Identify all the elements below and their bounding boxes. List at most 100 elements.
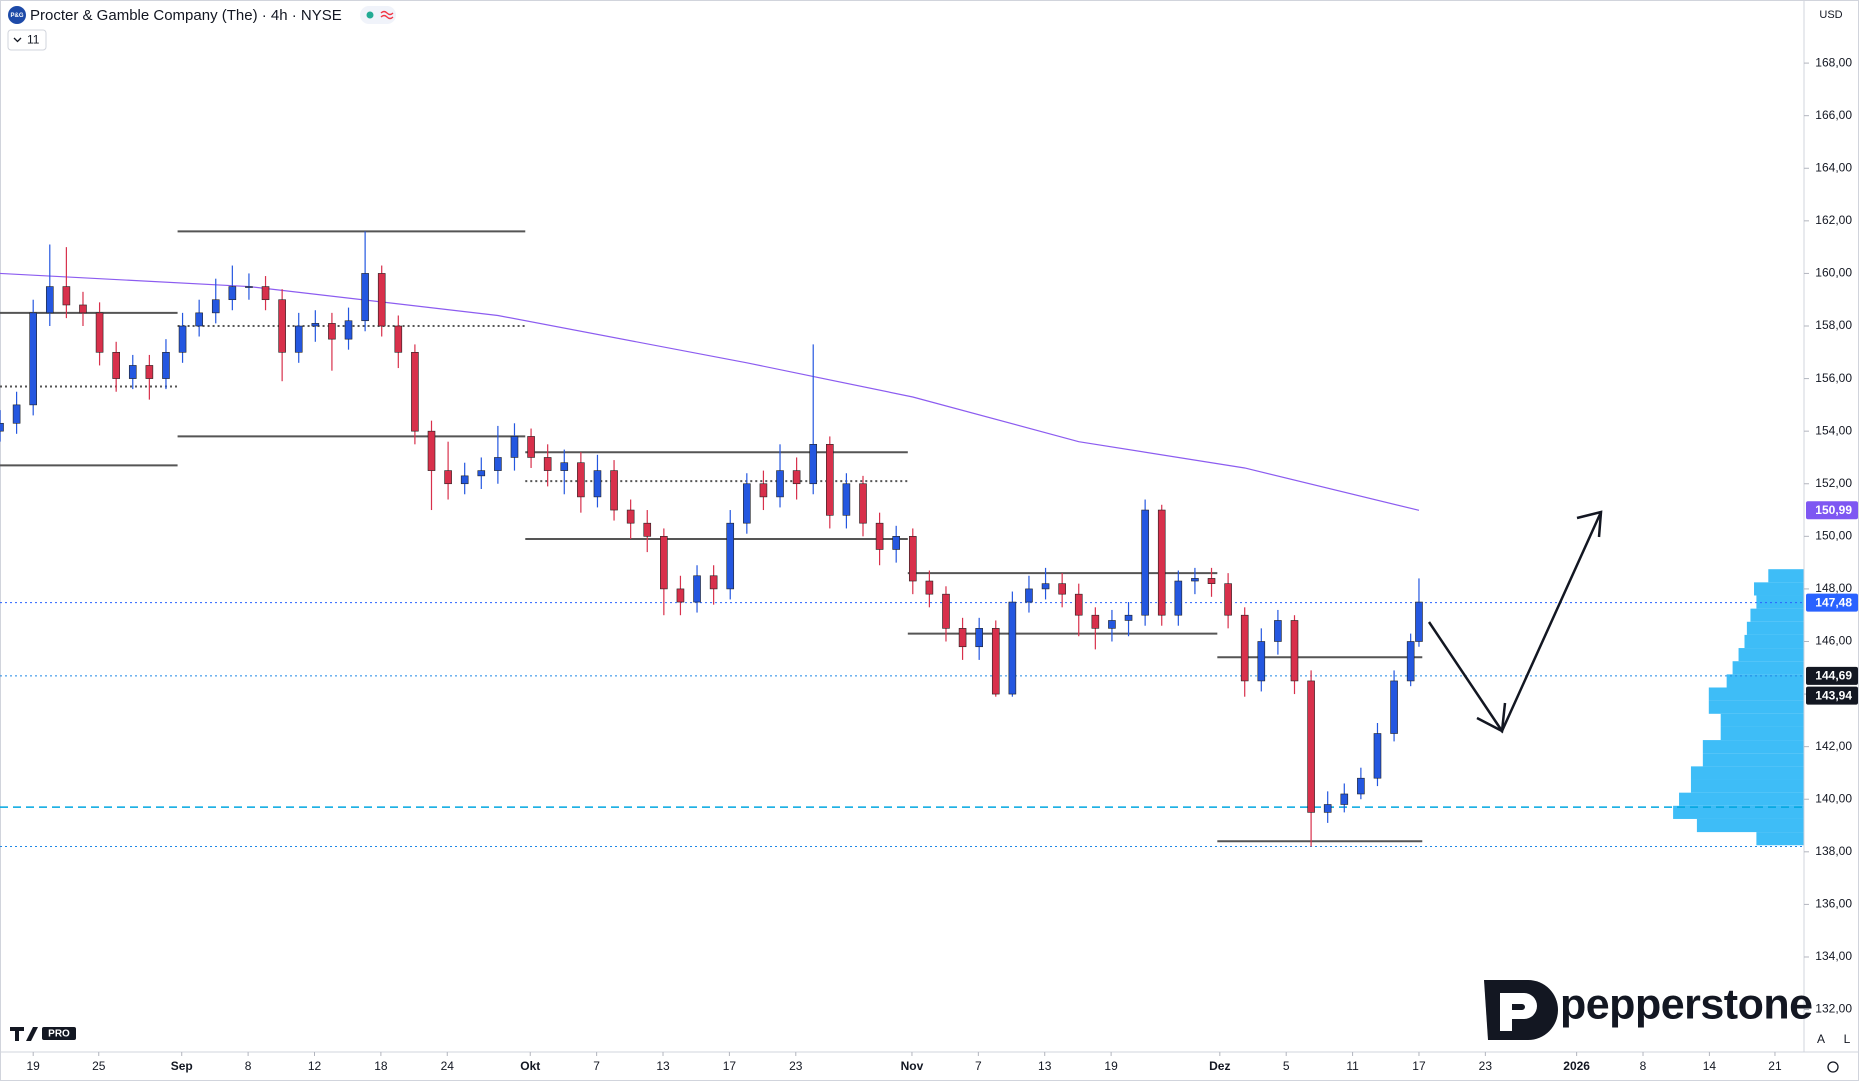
candle-body: [228, 286, 237, 301]
volume-profile-bar: [1708, 687, 1804, 701]
log-scale-button[interactable]: L: [1844, 1032, 1851, 1046]
pro-text: PRO: [48, 1029, 70, 1040]
auto-scale-button[interactable]: A: [1817, 1032, 1825, 1046]
x-tick-label: 14: [1703, 1059, 1717, 1073]
x-tick-label: 18: [374, 1059, 388, 1073]
volume-profile-bar: [1708, 700, 1804, 714]
x-tick-label: 7: [593, 1059, 600, 1073]
y-tick-label: 132,00: [1815, 1002, 1852, 1016]
candle-body: [1191, 578, 1199, 582]
candle-body: [128, 365, 137, 379]
volume-profile-bar: [1720, 726, 1804, 741]
axes: 132,00 134,00 136,00 138,00 140,00 142,00 144,…: [27, 55, 1858, 1073]
candle-body: [925, 580, 934, 595]
candle-body: [29, 312, 37, 406]
brand-name: pepperstone: [1560, 980, 1813, 1028]
x-tick-label: 25: [92, 1059, 106, 1073]
arrow-head: [1576, 510, 1603, 538]
pepperstone-logo: pepperstone: [1484, 980, 1813, 1040]
candle-body: [908, 536, 917, 582]
candle-body: [162, 351, 170, 379]
volume-profile-bar: [1702, 753, 1804, 767]
x-tick-label: 23: [1479, 1059, 1493, 1073]
plot-area: [0, 230, 1804, 848]
y-tick-label: 164,00: [1815, 160, 1852, 174]
candle-body: [12, 404, 21, 424]
settings-icon[interactable]: [1827, 1061, 1839, 1073]
volume-profile-bar: [1754, 582, 1804, 596]
candle-body: [145, 365, 154, 379]
y-tick-label: 148,00: [1815, 581, 1852, 595]
symbol-title[interactable]: Procter & Gamble Company (The) · 4h · NY…: [30, 7, 342, 24]
symbol-logo: [8, 6, 26, 24]
currency[interactable]: USD: [1819, 9, 1842, 21]
candle-body: [875, 522, 884, 550]
candle-body: [1141, 509, 1149, 616]
x-tick-label: 21: [1768, 1059, 1782, 1073]
candle-body: [709, 575, 718, 590]
volume-profile-bar: [1746, 621, 1804, 635]
candle-body: [942, 593, 950, 629]
candle-body: [328, 323, 336, 340]
candle-body: [610, 470, 618, 511]
y-tick-label: 162,00: [1815, 213, 1852, 227]
candle-body: [1091, 614, 1100, 629]
candle-body: [344, 320, 353, 340]
candle-body: [0, 422, 4, 432]
volume-profile-bar: [1756, 832, 1804, 846]
x-tick-label: 19: [27, 1059, 41, 1073]
x-tick-label: Nov: [901, 1059, 924, 1073]
candle-body: [560, 462, 569, 471]
volume-profile-bar: [1696, 818, 1804, 833]
price-label: 147,48: [1815, 595, 1852, 609]
price-label: 144,69: [1815, 669, 1852, 683]
candle-body: [809, 444, 818, 485]
candle-body: [45, 286, 54, 314]
pro-box: [42, 1027, 76, 1040]
candle-body: [178, 325, 187, 353]
candle-body: [958, 628, 967, 648]
price-label-box: [1806, 686, 1858, 705]
y-tick-label: 134,00: [1815, 949, 1852, 963]
volume-profile-bar: [1744, 634, 1804, 649]
candle-body: [892, 536, 900, 550]
candle-body: [1108, 620, 1116, 629]
x-tick-label: 13: [1038, 1059, 1052, 1073]
candle-body: [261, 286, 270, 301]
x-tick-label: 24: [441, 1059, 455, 1073]
status-badge[interactable]: [360, 6, 396, 24]
candle-body: [626, 509, 635, 524]
candle-body: [311, 323, 320, 327]
candle-body: [1290, 620, 1299, 682]
x-tick-label: 13: [656, 1059, 670, 1073]
x-tick-label: 17: [1412, 1059, 1426, 1073]
market-open-dot: [366, 11, 374, 19]
candle-body: [411, 351, 419, 432]
candle-body: [427, 430, 436, 471]
price-label-box: [1806, 666, 1858, 685]
candle-body: [676, 588, 685, 603]
candle-body: [62, 286, 71, 306]
candle-body: [1323, 804, 1332, 813]
indicator-toggle[interactable]: [7, 29, 47, 51]
tv-mark: [10, 1027, 38, 1041]
candle-body: [1340, 793, 1349, 805]
volume-profile-bar: [1720, 713, 1804, 727]
candle-body: [660, 536, 668, 590]
y-tick-label: 152,00: [1815, 476, 1852, 490]
candle-body: [1174, 580, 1183, 616]
volume-profile-bar: [1679, 792, 1804, 806]
candle-body: [494, 457, 502, 471]
candle-body: [1224, 583, 1232, 616]
candle-body: [1373, 733, 1382, 779]
candle-body: [394, 325, 403, 353]
delay-icon: [380, 10, 394, 20]
y-tick-label: 142,00: [1815, 739, 1852, 753]
x-tick-label: Okt: [520, 1059, 540, 1073]
x-tick-label: 8: [1640, 1059, 1647, 1073]
candle-body: [759, 483, 768, 498]
candle-body: [1058, 583, 1066, 595]
volume-profile-bar: [1690, 779, 1804, 793]
candle-body: [1257, 641, 1266, 682]
